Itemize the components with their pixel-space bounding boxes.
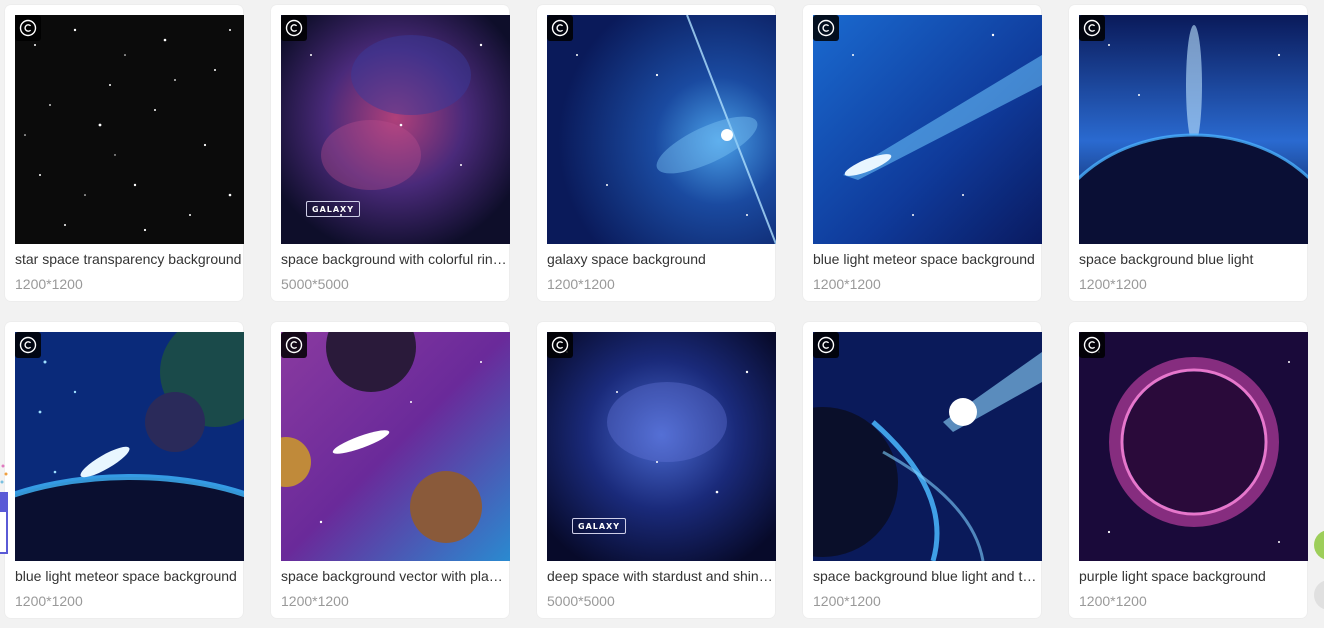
image-card[interactable]: space background blue light 1200*1200 bbox=[1069, 5, 1308, 301]
image-title[interactable]: space background vector with planets bbox=[281, 568, 509, 584]
image-card[interactable]: space background blue light and the plan… bbox=[803, 322, 1042, 618]
image-card[interactable]: GALAXY space background with colorful ri… bbox=[271, 5, 510, 301]
thumbnail-image[interactable] bbox=[1079, 15, 1308, 244]
image-title[interactable]: blue light meteor space background bbox=[15, 568, 237, 584]
image-dimensions: 5000*5000 bbox=[281, 276, 349, 292]
thumbnail-image[interactable] bbox=[15, 15, 244, 244]
copyright-icon bbox=[813, 15, 839, 41]
thumbnail-image[interactable] bbox=[547, 15, 776, 244]
blue-light-planet-image bbox=[1079, 15, 1308, 244]
image-dimensions: 1200*1200 bbox=[1079, 276, 1147, 292]
image-title[interactable]: star space transparency background bbox=[15, 251, 242, 267]
image-dimensions: 1200*1200 bbox=[1079, 593, 1147, 609]
image-card[interactable]: blue light meteor space background 1200*… bbox=[803, 5, 1042, 301]
thumbnail-image[interactable] bbox=[281, 332, 510, 561]
side-decoration bbox=[0, 462, 8, 490]
image-title[interactable]: deep space with stardust and shining sta… bbox=[547, 568, 775, 584]
blue-light-planet-image bbox=[813, 332, 1042, 561]
copyright-icon bbox=[813, 332, 839, 358]
thumbnail-image[interactable] bbox=[813, 15, 1042, 244]
copyright-icon bbox=[281, 15, 307, 41]
meteor-image bbox=[813, 15, 1042, 244]
copyright-icon bbox=[15, 15, 41, 41]
planets-vector-image bbox=[281, 332, 510, 561]
purple-light-image bbox=[1079, 332, 1308, 561]
image-card[interactable]: star space transparency background 1200*… bbox=[5, 5, 244, 301]
image-dimensions: 1200*1200 bbox=[281, 593, 349, 609]
copyright-icon bbox=[547, 15, 573, 41]
copyright-icon bbox=[15, 332, 41, 358]
image-title[interactable]: blue light meteor space background bbox=[813, 251, 1035, 267]
floating-action-button[interactable] bbox=[1314, 530, 1324, 560]
image-card[interactable]: space background vector with planets 120… bbox=[271, 322, 510, 618]
image-card[interactable]: blue light meteor space background 1200*… bbox=[5, 322, 244, 618]
deep-space-image bbox=[547, 332, 776, 561]
image-dimensions: 1200*1200 bbox=[15, 276, 83, 292]
thumbnail-image[interactable]: GALAXY bbox=[547, 332, 776, 561]
image-dimensions: 5000*5000 bbox=[547, 593, 615, 609]
image-dimensions: 1200*1200 bbox=[15, 593, 83, 609]
thumbnail-image[interactable] bbox=[813, 332, 1042, 561]
image-card[interactable]: purple light space background 1200*1200 bbox=[1069, 322, 1308, 618]
back-to-top-button[interactable] bbox=[1314, 580, 1324, 610]
image-dimensions: 1200*1200 bbox=[813, 276, 881, 292]
image-title[interactable]: purple light space background bbox=[1079, 568, 1266, 584]
image-title[interactable]: space background blue light and the plan… bbox=[813, 568, 1041, 584]
copyright-icon bbox=[1079, 15, 1105, 41]
copyright-icon bbox=[1079, 332, 1105, 358]
meteor-planets-image bbox=[15, 332, 244, 561]
thumbnail-image[interactable] bbox=[1079, 332, 1308, 561]
image-dimensions: 1200*1200 bbox=[813, 593, 881, 609]
galaxy-badge: GALAXY bbox=[572, 518, 627, 534]
image-card[interactable]: galaxy space background 1200*1200 bbox=[537, 5, 776, 301]
nebula-image bbox=[281, 15, 510, 244]
galaxy-badge: GALAXY bbox=[306, 201, 361, 217]
side-panel-tab-header bbox=[0, 492, 8, 512]
star-field-image bbox=[15, 15, 244, 244]
thumbnail-image[interactable]: GALAXY bbox=[281, 15, 510, 244]
copyright-icon bbox=[281, 332, 307, 358]
thumbnail-image[interactable] bbox=[15, 332, 244, 561]
galaxy-image bbox=[547, 15, 776, 244]
copyright-icon bbox=[547, 332, 573, 358]
image-dimensions: 1200*1200 bbox=[547, 276, 615, 292]
image-title[interactable]: galaxy space background bbox=[547, 251, 706, 267]
image-card[interactable]: GALAXY deep space with stardust and shin… bbox=[537, 322, 776, 618]
image-title[interactable]: space background blue light bbox=[1079, 251, 1254, 267]
image-title[interactable]: space background with colorful ring nebu… bbox=[281, 251, 509, 267]
